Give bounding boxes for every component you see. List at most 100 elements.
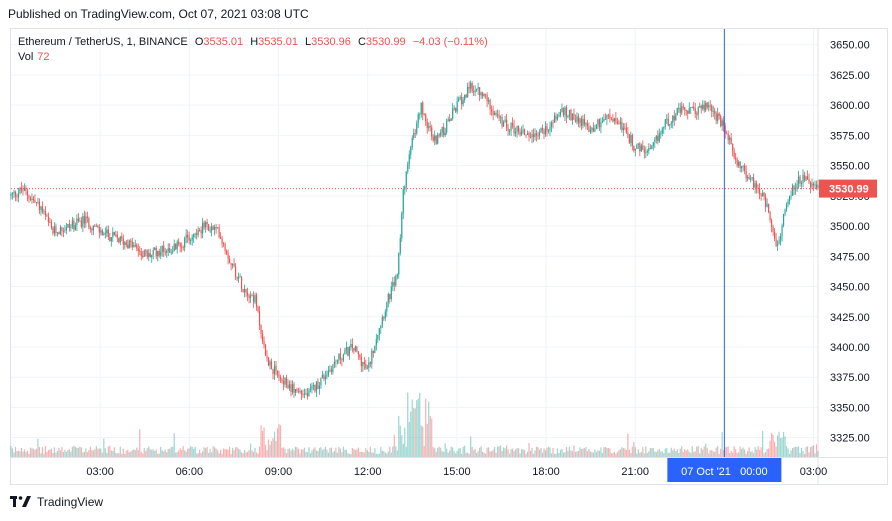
candle xyxy=(139,245,141,256)
symbol-label[interactable]: Ethereum / TetherUS, 1, BINANCE xyxy=(18,36,188,48)
candle-body xyxy=(514,131,517,134)
candle-body xyxy=(730,137,732,144)
volume-bar xyxy=(616,451,618,457)
volume-bar xyxy=(717,446,719,457)
volume-bar xyxy=(115,452,117,457)
candle-body xyxy=(371,350,373,365)
candle-body xyxy=(261,333,264,342)
footer-brand[interactable]: TradingView xyxy=(37,495,104,509)
candle-body xyxy=(432,136,434,141)
candle-body xyxy=(600,122,602,128)
candle xyxy=(712,105,714,117)
candle-body xyxy=(335,361,337,363)
volume-bar xyxy=(360,451,362,457)
candle xyxy=(431,124,433,141)
candle-body xyxy=(251,295,253,296)
candle xyxy=(269,359,271,370)
volume-bar xyxy=(750,451,752,457)
candle-body xyxy=(211,226,213,231)
volume-bar xyxy=(230,453,232,457)
candle-body xyxy=(74,224,76,230)
candle-body xyxy=(732,143,734,151)
candle-body xyxy=(101,230,103,236)
candle xyxy=(297,387,300,394)
candle-body xyxy=(217,227,219,229)
candle-body xyxy=(399,238,401,254)
candle xyxy=(387,292,389,308)
candle-body xyxy=(467,86,469,98)
candle xyxy=(392,277,394,292)
volume-bar xyxy=(242,453,244,457)
candle-body xyxy=(218,227,220,238)
price-axis: 3650.003625.003600.003575.003550.003525.… xyxy=(830,40,870,445)
x-tick-label: 18:00 xyxy=(532,466,560,478)
candle-body xyxy=(523,129,526,135)
candle-body xyxy=(678,107,680,109)
candle-body xyxy=(146,250,148,257)
candle xyxy=(240,276,243,293)
volume-bar xyxy=(592,452,595,457)
candle-body xyxy=(267,357,270,366)
candle xyxy=(470,80,472,94)
volume-bar xyxy=(17,450,20,457)
volume-bar xyxy=(747,451,749,457)
volume-bar xyxy=(31,448,33,457)
volume-bar xyxy=(300,449,303,457)
candle xyxy=(779,233,782,246)
volume-bar xyxy=(498,446,500,457)
volume-bar xyxy=(35,448,38,457)
volume-bar xyxy=(423,445,425,457)
candle-body xyxy=(184,237,186,248)
candle xyxy=(794,182,797,195)
candle-body xyxy=(416,123,418,134)
volume-bar xyxy=(452,447,454,457)
candle-body xyxy=(552,122,554,124)
candle-body xyxy=(88,218,90,228)
candle-body xyxy=(112,232,114,238)
candle-body xyxy=(634,148,636,151)
volume-bar xyxy=(143,447,145,457)
candle xyxy=(130,238,132,248)
candle-body xyxy=(598,119,601,128)
volume-bar xyxy=(634,447,636,457)
candle-body xyxy=(103,233,105,236)
candle-body xyxy=(567,116,569,118)
volume-bar xyxy=(720,448,722,457)
volume-bar xyxy=(702,449,704,457)
candle-body xyxy=(505,119,508,128)
candle-body xyxy=(257,306,259,312)
candle xyxy=(140,248,142,261)
candle-body xyxy=(455,108,457,112)
candle xyxy=(146,249,148,260)
candle-body xyxy=(366,367,368,369)
candle-body xyxy=(62,230,65,232)
candle xyxy=(666,114,668,125)
candle-body xyxy=(812,183,815,186)
candle-body xyxy=(258,311,261,326)
candle-body xyxy=(220,237,222,239)
volume-bar xyxy=(97,448,99,457)
candle-body xyxy=(357,351,359,355)
candle-body xyxy=(601,121,604,123)
candle xyxy=(456,96,458,115)
candle xyxy=(610,116,612,121)
candle-body xyxy=(148,253,150,257)
volume-bar xyxy=(775,446,777,457)
candle xyxy=(248,293,250,304)
candle-body xyxy=(718,113,720,116)
candle xyxy=(726,130,728,135)
candle xyxy=(693,101,695,111)
candle xyxy=(163,240,165,258)
candle xyxy=(32,195,35,204)
candle-body xyxy=(86,216,88,219)
volume-bar xyxy=(181,450,183,457)
candle xyxy=(450,117,452,121)
candle-body xyxy=(773,231,776,239)
volume-bar xyxy=(103,438,105,457)
candle-body xyxy=(44,211,47,216)
candle-body xyxy=(802,174,804,184)
candle xyxy=(380,325,382,334)
tradingview-logo-icon[interactable] xyxy=(10,495,32,509)
candle-body xyxy=(434,135,436,141)
